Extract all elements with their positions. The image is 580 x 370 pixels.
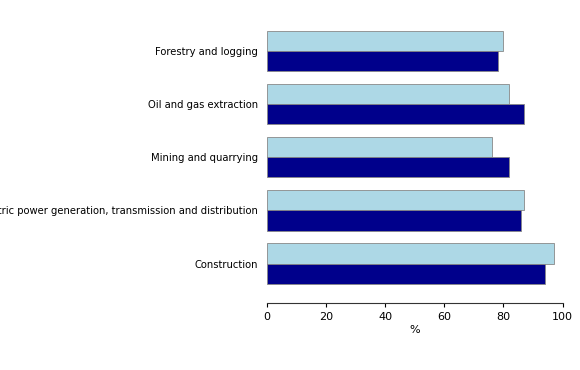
Bar (267, 263, 545, 284)
Bar (267, 137, 492, 157)
Bar (267, 104, 524, 124)
Bar (267, 84, 509, 104)
Bar (267, 51, 498, 71)
Bar (267, 190, 524, 211)
Bar (267, 31, 503, 51)
X-axis label: %: % (409, 325, 420, 335)
Bar (267, 211, 521, 231)
Bar (267, 243, 554, 263)
Bar (267, 157, 509, 178)
